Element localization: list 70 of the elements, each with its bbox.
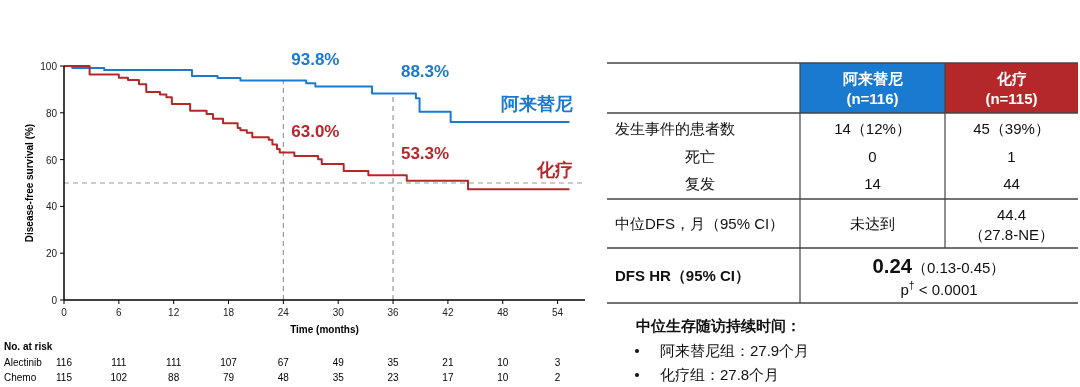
text: 3 [554,357,561,368]
text: 111 [111,357,127,368]
x-tick-label: 18 [222,307,235,318]
text: 死亡 [685,148,715,165]
x-tick-label: 6 [116,307,123,318]
text: No. at risk [4,341,53,352]
x-tick-label: 12 [168,307,180,318]
text: 0.24（0.13-0.45） [872,255,1006,277]
text: 化疗组：27.8个月 [660,366,780,383]
text: 14（12%） [834,120,911,137]
text: 44 [1003,175,1020,192]
text: （27.8-NE） [968,226,1055,243]
text: DFS HR（95% CI） [615,267,751,284]
x-tick-label: 30 [332,307,345,318]
text: 111 [166,357,182,368]
text: 14 [864,175,881,192]
text: 发生事件的患者数 [615,120,735,137]
text: 88 [168,372,180,383]
text: 23 [387,372,400,383]
y-tick-label: 60 [45,154,58,166]
text: 79 [222,372,235,383]
x-tick-label: 0 [61,307,68,318]
text: 阿来替尼组：27.9个月 [660,342,810,359]
text: 116 [56,357,73,368]
series-label: 阿来替尼 [501,93,573,114]
y-tick-label: 20 [45,248,58,260]
x-tick-label: 42 [442,307,454,318]
text: 化疗 [995,70,1027,87]
text: 未达到 [850,215,895,232]
x-tick-label: 36 [387,307,400,318]
text: 21 [442,357,454,368]
x-tick-label: 48 [497,307,509,318]
text: 115 [56,372,73,383]
text: 0 [868,148,877,165]
annotation: 93.8% [291,49,340,69]
text: 17 [442,372,454,383]
text: 中位DFS，月（95% CI） [615,215,785,232]
text: 49 [332,357,345,368]
text: 中位生存随访持续时间： [636,317,801,334]
text: (n=116) [846,90,899,107]
text: 48 [277,372,290,383]
y-tick-label: 80 [45,107,58,119]
text: 2 [554,372,561,383]
text: 107 [220,357,238,368]
text: Alectinib [4,357,43,368]
text: 45（39%） [973,120,1050,137]
annotation: 63.0% [291,121,340,141]
y-tick-label: 0 [51,295,58,306]
x-axis-title: Time (months) [290,324,359,335]
text: 102 [110,372,128,383]
annotation: 88.3% [400,62,450,82]
y-tick-label: 40 [45,201,58,213]
y-tick-label: 100 [40,61,58,72]
text: (n=115) [985,90,1038,107]
text: 35 [387,357,400,368]
x-tick-label: 54 [552,307,564,318]
y-axis-title: Disease-free survival (%) [24,123,35,243]
text: 10 [497,372,509,383]
text: 复发 [685,175,715,192]
text: Chemo [4,372,37,383]
text: 44.4 [996,206,1027,223]
annotation: 53.3% [400,144,450,164]
text: p$^{†}$ < 0.0001 [900,279,978,298]
text: 67 [277,357,290,368]
x-tick-label: 24 [277,307,290,318]
text: 35 [332,372,345,383]
text: 10 [497,357,509,368]
series-label: 化疗 [536,160,573,181]
text: 1 [1007,148,1016,165]
text: 阿来替尼 [842,70,903,87]
